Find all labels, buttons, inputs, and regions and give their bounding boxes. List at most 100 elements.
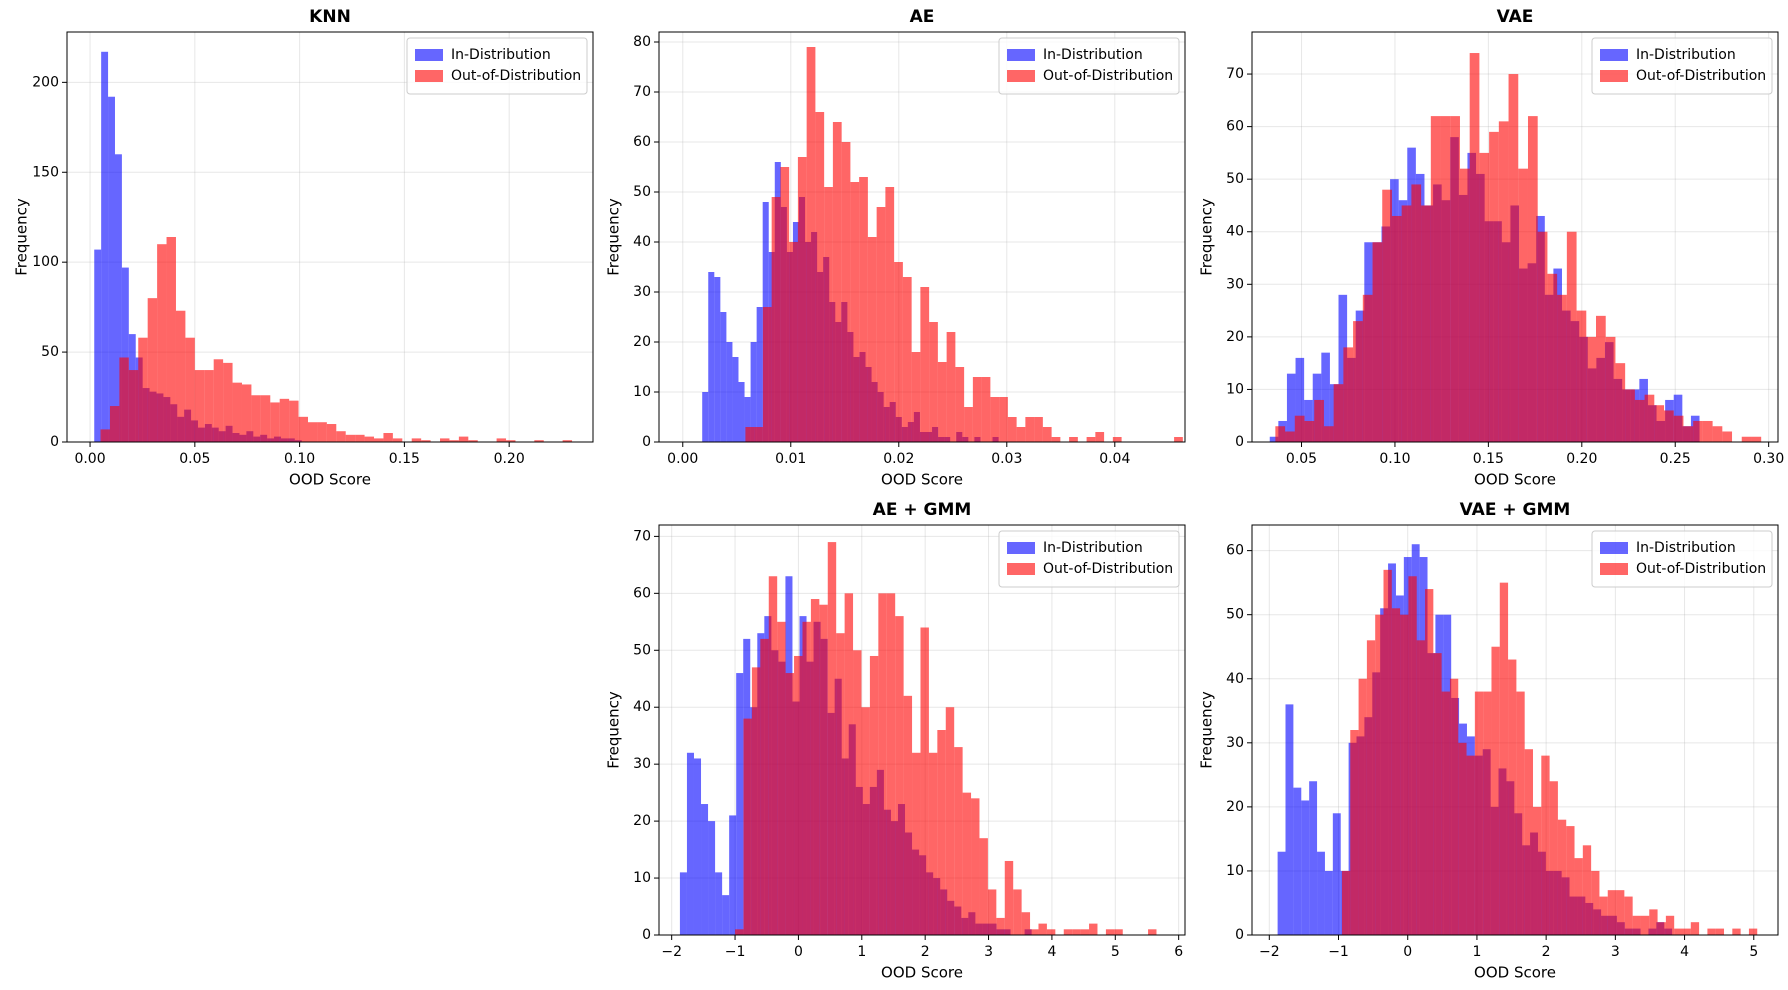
y-tick-label: 80 (633, 34, 651, 50)
bar (128, 370, 139, 442)
bar (1080, 929, 1090, 935)
bar (1524, 749, 1533, 935)
bar (1532, 806, 1542, 935)
y-tick-label: 70 (1226, 66, 1244, 82)
axes-frame (1251, 31, 1779, 443)
chart-title: VAE (1497, 7, 1534, 27)
bar (1063, 929, 1073, 935)
y-tick-label: 20 (633, 334, 651, 350)
legend-swatch (1007, 542, 1035, 554)
bar (912, 752, 921, 935)
bar (929, 322, 938, 442)
bar (411, 438, 422, 442)
bar (185, 337, 195, 442)
x-tick-label: 0.03 (991, 451, 1022, 467)
y-tick-label: 10 (633, 384, 651, 400)
axes-frame (658, 31, 1186, 443)
bar (1498, 121, 1509, 442)
y-tick-label: 50 (41, 344, 59, 360)
bar (756, 307, 763, 442)
bar (1693, 420, 1703, 442)
bar (768, 576, 778, 935)
bar (440, 438, 450, 442)
x-tick-label: 0.01 (775, 451, 806, 467)
bar (1741, 436, 1752, 442)
y-axis-label: Frequency (605, 691, 623, 769)
bar (736, 673, 744, 935)
chart-title: AE + GMM (873, 500, 972, 520)
bar (732, 357, 739, 442)
bar (745, 427, 755, 442)
bar (1411, 184, 1422, 442)
x-tick-label: 0.20 (1566, 451, 1597, 467)
legend-label: Out-of-Distribution (1043, 561, 1173, 577)
bar (1275, 426, 1286, 442)
bar (1474, 691, 1484, 935)
bar (920, 287, 930, 442)
bar (895, 616, 904, 935)
bar (1086, 437, 1096, 442)
bar (1683, 426, 1694, 442)
y-axis-label: Frequency (1198, 691, 1216, 769)
legend-label: Out-of-Distribution (1043, 68, 1173, 84)
bar (100, 429, 110, 442)
bar (1051, 437, 1061, 442)
y-axis-label: Frequency (1198, 198, 1216, 276)
legend-swatch (1600, 70, 1628, 82)
y-tick-label: 10 (1226, 863, 1244, 879)
bar (1649, 909, 1658, 935)
y-tick-label: 0 (1235, 927, 1244, 943)
bar (1025, 417, 1035, 442)
bar (955, 367, 965, 442)
y-tick-label: 60 (1226, 543, 1244, 559)
x-axis-label: OOD Score (881, 471, 963, 489)
bar (1657, 922, 1666, 935)
bar (1038, 923, 1047, 935)
bar (1095, 432, 1105, 442)
bar (806, 47, 816, 442)
legend-label: In-Distribution (1043, 540, 1143, 556)
legend-swatch (415, 49, 443, 61)
x-tick-label: 0.15 (389, 451, 420, 467)
bar (317, 422, 327, 442)
y-tick-label: 20 (1226, 799, 1244, 815)
subplot: 0.05 0.10 0.15 0.20 0.25 0.30 0 10 20 30 40 50 60 70 V… (1198, 7, 1785, 489)
y-tick-label: 200 (32, 74, 59, 90)
legend: In-Distribution Out-of-Distribution (998, 37, 1180, 95)
y-tick-label: 60 (1226, 119, 1244, 135)
x-tick-label: 6 (1174, 944, 1183, 960)
bar (114, 154, 122, 442)
bar (1072, 929, 1081, 935)
bar (138, 337, 148, 442)
bar (1314, 399, 1324, 442)
bar (1358, 678, 1367, 935)
axes-frame (658, 524, 1186, 936)
bar (121, 267, 129, 442)
bar (1702, 420, 1713, 442)
bar (878, 593, 887, 935)
bar (853, 650, 862, 935)
bar (1450, 116, 1460, 442)
legend-label: Out-of-Distribution (1636, 561, 1766, 577)
bar (101, 51, 109, 442)
legend: In-Distribution Out-of-Distribution (1591, 530, 1773, 588)
bar (1673, 415, 1684, 442)
bar (1004, 860, 1014, 935)
bar (1353, 321, 1363, 442)
bar (987, 889, 997, 935)
bar (1285, 431, 1295, 442)
bar (762, 307, 772, 442)
bar (1013, 889, 1022, 935)
legend: In-Distribution Out-of-Distribution (406, 37, 588, 95)
bar (701, 804, 709, 935)
bar (421, 440, 431, 442)
bar (999, 397, 1008, 442)
legend-label: Out-of-Distribution (1636, 68, 1766, 84)
bar (1557, 819, 1567, 935)
bar (1640, 915, 1650, 935)
bar (1466, 755, 1475, 935)
bar (937, 362, 947, 442)
bar (894, 262, 903, 442)
y-tick-label: 0 (1235, 434, 1244, 450)
